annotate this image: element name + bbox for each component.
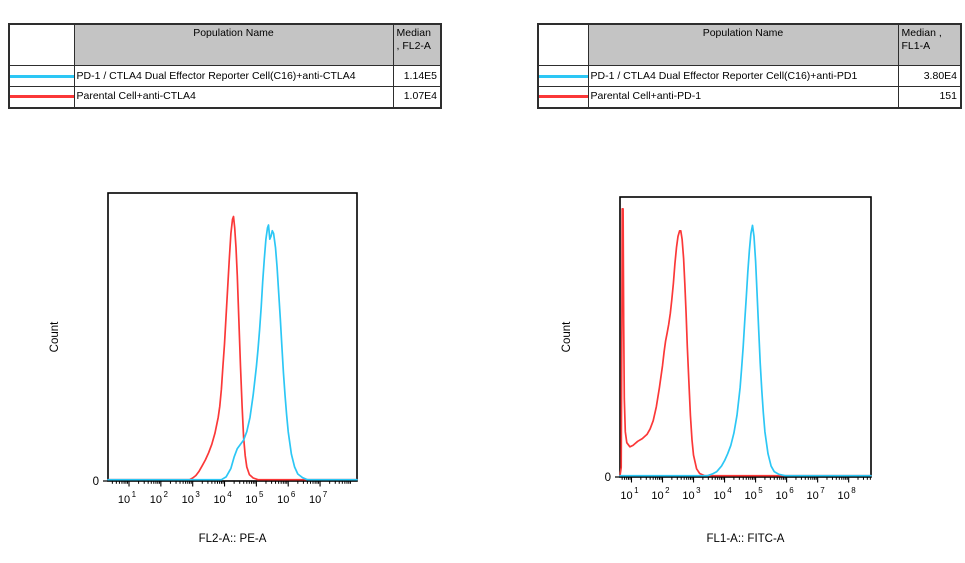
histogram-curve-parental [619, 208, 872, 477]
series-color-swatch [539, 74, 587, 78]
x-tick-label: 10 3 [182, 490, 201, 506]
population-name-header: Population Name [73, 23, 394, 66]
x-tick-label: 10 6 [277, 490, 296, 506]
x-tick-label: 10 8 [838, 486, 857, 502]
x-tick-label: 10 5 [744, 486, 763, 502]
histogram-curve-parental [107, 215, 358, 481]
population-table-fl2a: Population Name Median , FL2-A PD-1 / CT… [8, 23, 442, 109]
median-fl1a-header: Median , FL1-A [897, 23, 962, 66]
population-name: PD-1 / CTLA4 Dual Effector Reporter Cell… [587, 65, 899, 87]
x-tick-label: 10 7 [807, 486, 826, 502]
table-row-parental: Parental Cell+anti-CTLA4 1.07E4 [8, 86, 442, 108]
y-axis-zero-label: 0 [93, 476, 99, 488]
plot-border [619, 196, 872, 478]
population-name: Parental Cell+anti-PD-1 [587, 86, 899, 108]
histogram-curve-reporter [619, 224, 872, 477]
median-fl2a-header: Median , FL2-A [392, 23, 442, 66]
x-tick-label: 10 3 [682, 486, 701, 502]
series-color-swatch [10, 74, 73, 78]
swatch-header-cell [537, 23, 589, 66]
population-table-fl1a: Population Name Median , FL1-A PD-1 / CT… [537, 23, 962, 109]
table-header-row: Population Name Median , FL1-A [537, 23, 962, 66]
table-row-reporter: PD-1 / CTLA4 Dual Effector Reporter Cell… [8, 65, 442, 87]
population-name: PD-1 / CTLA4 Dual Effector Reporter Cell… [73, 65, 394, 87]
median-value: 151 [897, 86, 962, 108]
x-axis-title: FL2-A:: PE-A [199, 533, 267, 545]
population-name-header: Population Name [587, 23, 899, 66]
series-color-swatch [10, 95, 73, 99]
x-tick-label: 10 1 [620, 486, 639, 502]
x-tick-label: 10 1 [118, 490, 137, 506]
y-axis-title: Count [49, 321, 61, 352]
x-tick-label: 10 4 [213, 490, 232, 506]
y-axis-title: Count [561, 321, 573, 352]
plot-border [107, 192, 358, 482]
x-tick-label: 10 2 [651, 486, 670, 502]
x-axis-title: FL1-A:: FITC-A [707, 533, 785, 545]
table-row-parental: Parental Cell+anti-PD-1 151 [537, 86, 962, 108]
series-color-swatch [539, 95, 587, 99]
median-value: 1.07E4 [392, 86, 442, 108]
x-tick-label: 10 5 [245, 490, 264, 506]
x-tick-label: 10 6 [776, 486, 795, 502]
x-tick-label: 10 7 [309, 490, 328, 506]
table-header-row: Population Name Median , FL2-A [8, 23, 442, 66]
swatch-header-cell [8, 23, 75, 66]
table-row-reporter: PD-1 / CTLA4 Dual Effector Reporter Cell… [537, 65, 962, 87]
histogram-curve-reporter [107, 224, 358, 481]
median-value: 3.80E4 [897, 65, 962, 87]
median-value: 1.14E5 [392, 65, 442, 87]
population-name: Parental Cell+anti-CTLA4 [73, 86, 394, 108]
x-tick-label: 10 2 [150, 490, 169, 506]
y-axis-zero-label: 0 [605, 472, 611, 484]
x-tick-label: 10 4 [713, 486, 732, 502]
